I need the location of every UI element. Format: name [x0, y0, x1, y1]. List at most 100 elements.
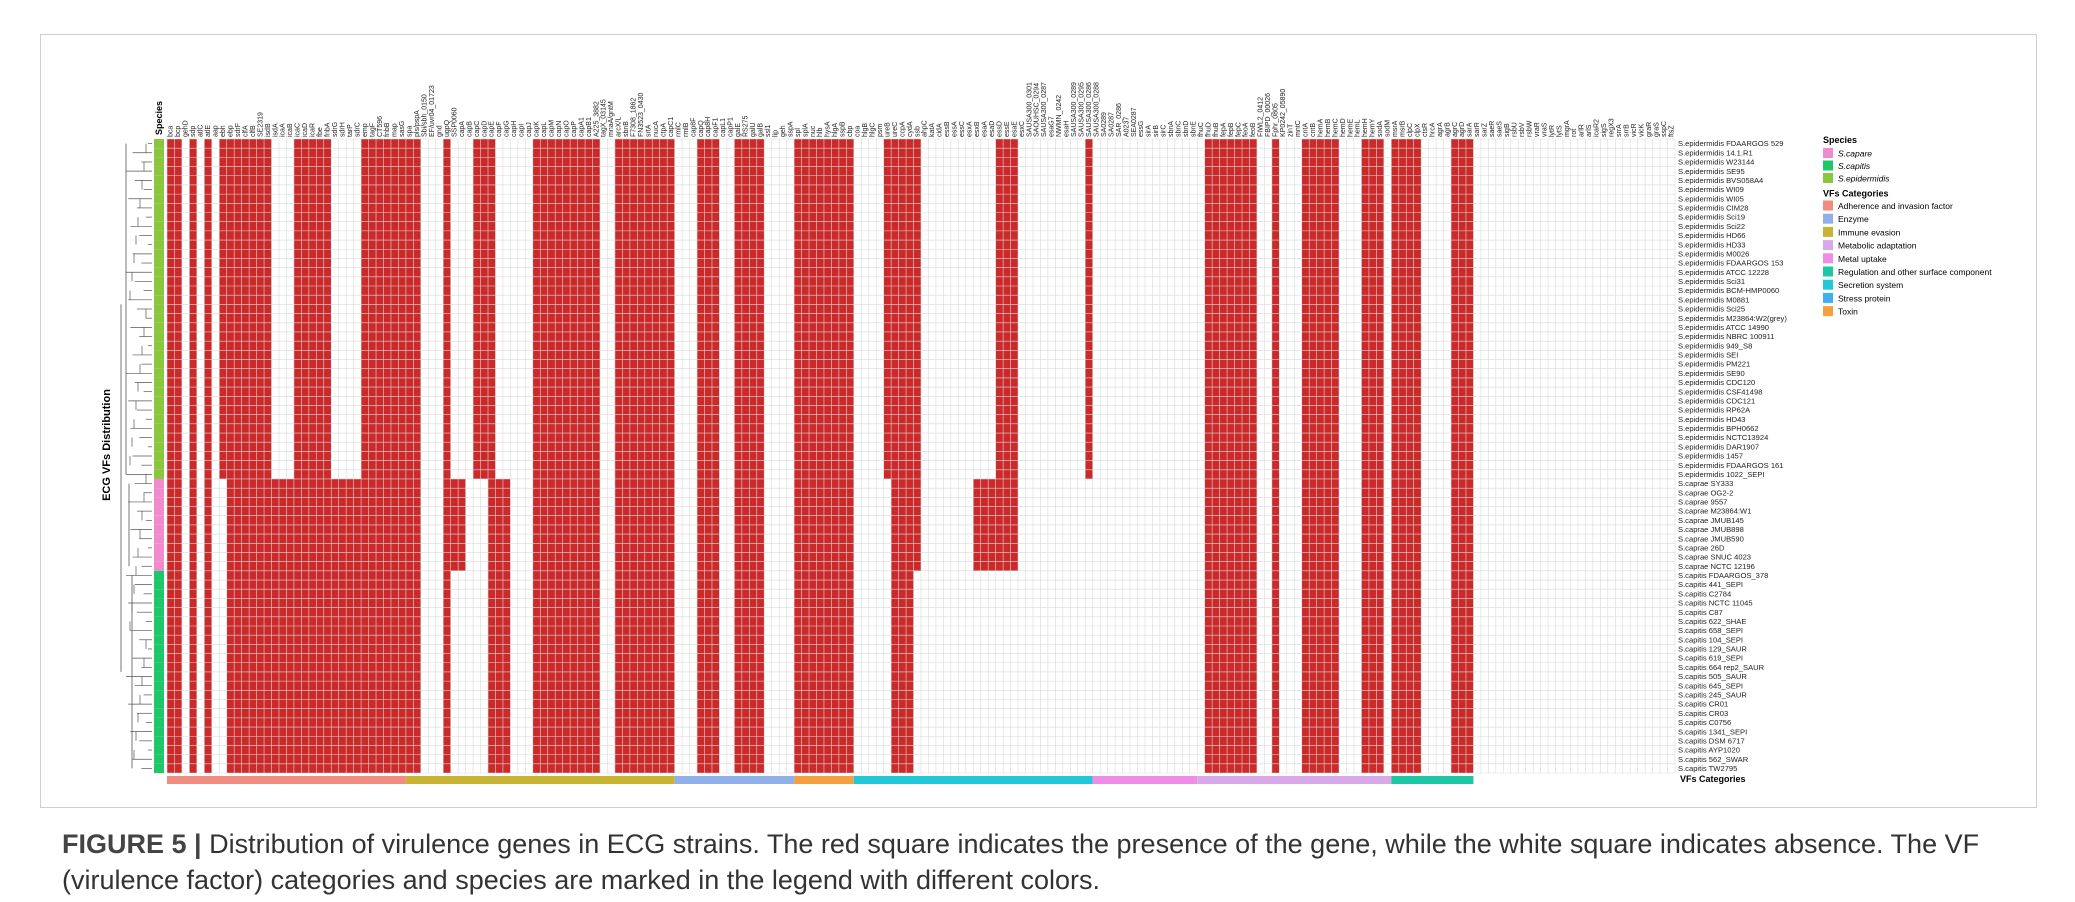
cell-present-row-58-seg-6	[532, 671, 600, 682]
cell-present-row-20-seg-10	[697, 322, 720, 332]
strain-label: S.capitis 505_SAUR	[1678, 672, 1747, 681]
cell-present-row-1-seg-1	[189, 148, 197, 158]
species-swatch-row-23	[154, 350, 164, 360]
cell-present-row-26-seg-1	[189, 377, 197, 388]
cell-present-row-62-seg-17	[1451, 708, 1474, 718]
gene-label: splA	[802, 123, 809, 137]
cell-present-row-64-seg-13	[1271, 727, 1280, 737]
cell-present-row-18-seg-10	[697, 304, 720, 314]
cell-present-row-30-seg-1	[189, 414, 197, 424]
cell-present-row-61-seg-12	[1204, 699, 1257, 709]
cell-present-row-27-seg-17	[1271, 387, 1280, 397]
cell-present-row-0-seg-14	[995, 139, 1019, 149]
cell-present-row-50-seg-1	[189, 598, 197, 608]
cell-present-row-10-seg-2	[204, 230, 212, 241]
cell-present-row-62-seg-14	[1301, 708, 1340, 718]
gene-label: sspB	[840, 121, 847, 137]
legend-species-swatch	[1823, 160, 1833, 171]
cell-present-row-1-seg-13	[883, 148, 921, 158]
gene-label: graS	[1653, 122, 1660, 137]
gene-label: esxC	[1019, 121, 1026, 137]
cell-present-row-65-seg-8	[697, 736, 720, 746]
heatmap-grid	[166, 138, 1676, 774]
cell-present-row-14-seg-16	[1204, 267, 1257, 277]
cell-present-row-65-seg-13	[1271, 736, 1280, 746]
cell-present-row-20-seg-1	[189, 322, 197, 332]
cell-present-row-46-seg-6	[532, 561, 600, 571]
cell-present-row-58-seg-8	[697, 671, 720, 682]
cell-present-row-15-seg-2	[204, 276, 212, 287]
gene-label: FIWL2_0412	[1258, 97, 1265, 137]
heatmap-cells	[167, 139, 1474, 773]
cell-present-row-22-seg-13	[883, 341, 921, 351]
cell-present-row-27-seg-2	[204, 387, 212, 397]
legend-category-label: Regulation and other surface component	[1838, 267, 1992, 277]
cell-present-row-35-seg-4	[293, 460, 332, 470]
cell-present-row-37-seg-1	[189, 478, 197, 489]
cell-present-row-39-seg-2	[204, 497, 212, 507]
cell-present-row-68-seg-8	[697, 763, 720, 773]
cell-present-row-18-seg-8	[532, 304, 600, 314]
gene-label: sbnE	[1190, 121, 1197, 137]
gene-label: essG	[1138, 121, 1145, 137]
cell-present-row-55-seg-6	[532, 644, 600, 654]
cell-present-row-20-seg-8	[532, 322, 600, 332]
strain-label: S.epidermidis SEI	[1678, 351, 1738, 360]
cell-present-row-36-seg-6	[443, 469, 451, 479]
cell-present-row-4-seg-6	[443, 175, 451, 185]
cell-present-row-61-seg-17	[1451, 699, 1474, 709]
cell-present-row-5-seg-15	[1085, 184, 1093, 195]
cell-present-row-59-seg-5	[488, 681, 511, 691]
cell-present-row-27-seg-21	[1451, 387, 1474, 397]
species-swatch-row-48	[154, 580, 164, 590]
cell-present-row-9-seg-13	[883, 221, 921, 231]
cell-present-row-8-seg-2	[204, 212, 212, 222]
cell-present-row-11-seg-21	[1451, 240, 1474, 250]
cell-present-row-46-seg-16	[1361, 561, 1384, 571]
cell-present-row-39-seg-8	[697, 497, 720, 507]
cell-present-row-20-seg-6	[443, 322, 451, 332]
gene-label: hemH	[1362, 118, 1369, 137]
gene-label: SEA0287	[1131, 107, 1138, 137]
category-span-7	[1391, 776, 1474, 784]
cell-present-row-27-seg-18	[1301, 387, 1340, 397]
cell-present-row-67-seg-13	[1271, 754, 1280, 764]
gene-label: SA0289	[1101, 112, 1108, 137]
cell-present-row-14-seg-7	[473, 267, 496, 277]
cell-present-row-22-seg-21	[1451, 341, 1474, 351]
cell-present-row-68-seg-12	[1204, 763, 1257, 773]
cell-present-row-55-seg-12	[1204, 644, 1257, 654]
cell-present-row-54-seg-2	[204, 635, 212, 645]
cell-present-row-17-seg-15	[1085, 295, 1093, 305]
cell-present-row-49-seg-15	[1361, 589, 1384, 599]
cell-present-row-66-seg-17	[1451, 745, 1474, 755]
cell-present-row-33-seg-21	[1451, 442, 1474, 452]
cell-present-row-23-seg-21	[1451, 350, 1474, 360]
strain-label: S.capitis AYP1020	[1678, 746, 1740, 755]
cell-present-row-65-seg-11	[891, 736, 914, 746]
strain-label: S.epidermidis BCM-HMP0060	[1678, 286, 1779, 295]
strain-label: S.capitis 441_SEPI	[1678, 580, 1743, 589]
cell-present-row-3-seg-6	[443, 166, 451, 176]
cell-present-row-55-seg-8	[697, 644, 720, 654]
species-column-label: Species	[154, 101, 164, 135]
cell-present-row-20-seg-15	[1085, 322, 1093, 332]
cell-present-row-9-seg-4	[293, 221, 332, 231]
gene-label: esaD	[989, 121, 996, 137]
cell-present-row-4-seg-4	[293, 175, 332, 185]
gene-label: cap8H	[705, 117, 712, 137]
cell-present-row-24-seg-6	[443, 359, 451, 369]
cell-present-row-34-seg-13	[883, 451, 921, 461]
strain-label: S.capitis 645_SEPI	[1678, 681, 1743, 690]
cell-present-row-33-seg-13	[883, 442, 921, 452]
cell-present-row-43-seg-13	[1204, 534, 1257, 544]
cell-present-row-54-seg-13	[1271, 635, 1280, 645]
cell-present-row-51-seg-4	[443, 607, 451, 617]
cell-present-row-31-seg-4	[293, 423, 332, 434]
cell-present-row-5-seg-3	[219, 184, 272, 195]
cell-present-row-41-seg-13	[1204, 515, 1257, 525]
gene-label: bcp	[175, 126, 182, 137]
gene-label: capB	[466, 121, 473, 137]
cell-present-row-13-seg-16	[1204, 258, 1257, 268]
gene-label: atlE	[205, 125, 212, 137]
